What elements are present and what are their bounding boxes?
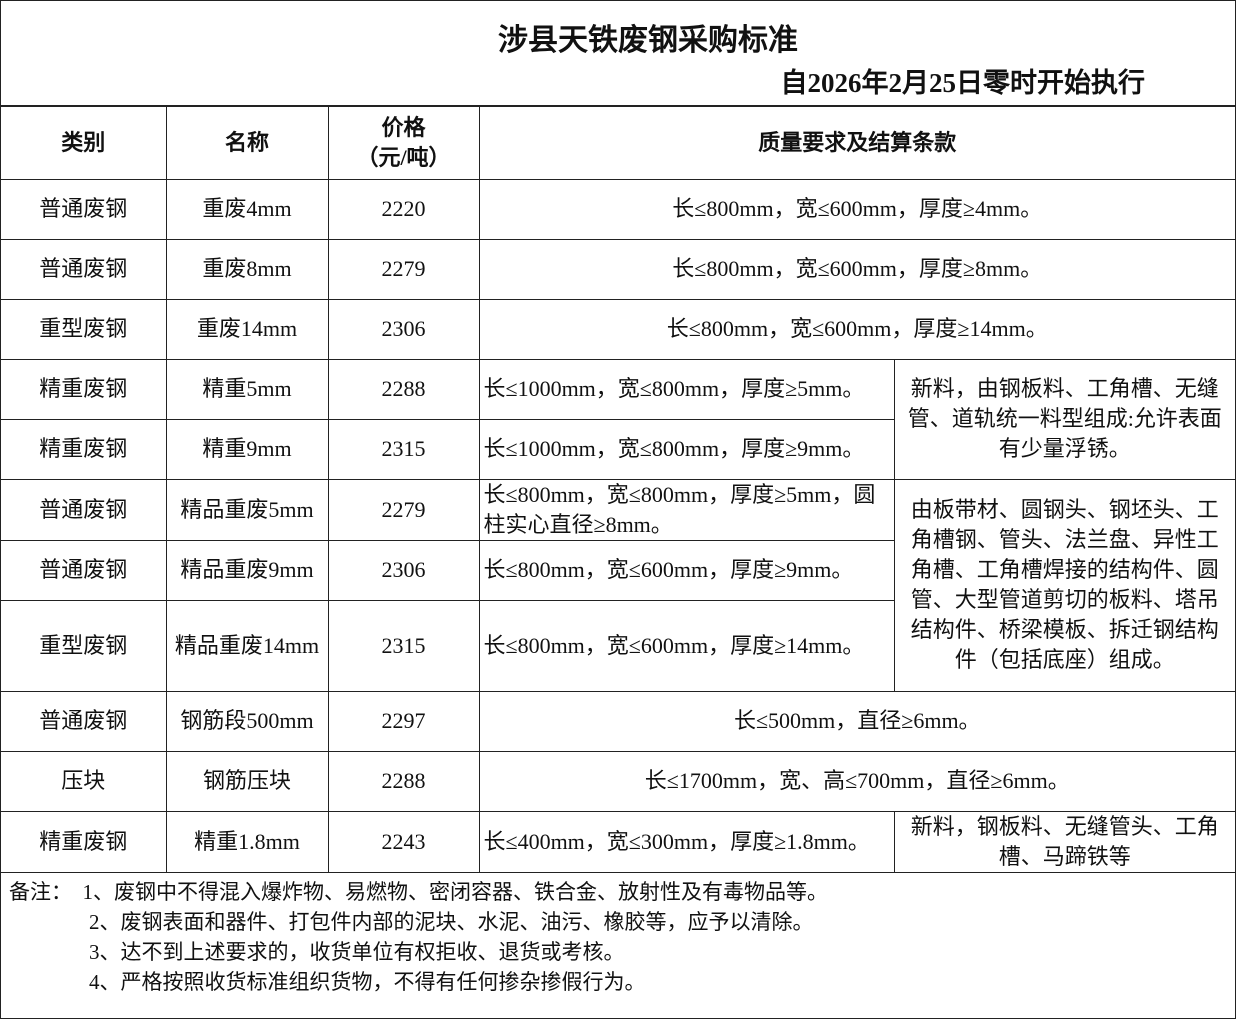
remark-item: 3、达不到上述要求的，收货单位有权拒收、退货或考核。 bbox=[89, 939, 625, 964]
price-cell: 2279 bbox=[327, 239, 480, 300]
name-cell: 精品重废14mm bbox=[165, 600, 329, 692]
header-name: 名称 bbox=[165, 107, 329, 180]
table-row: 重型废钢 精品重废14mm 2315 长≤800mm，宽≤600mm，厚度≥14… bbox=[1, 600, 1235, 692]
name-cell: 精品重废5mm bbox=[165, 479, 329, 541]
price-cell: 2243 bbox=[327, 811, 480, 873]
document-header: 涉县天铁废钢采购标准 自2026年2月25日零时开始执行 bbox=[1, 1, 1235, 107]
name-cell: 钢筋压块 bbox=[165, 751, 329, 812]
table-row: 重型废钢 重废14mm 2306 长≤800mm，宽≤600mm，厚度≥14mm… bbox=[1, 299, 1236, 360]
category-cell: 普通废钢 bbox=[1, 540, 167, 601]
price-cell: 2220 bbox=[327, 179, 480, 240]
category-cell: 普通废钢 bbox=[1, 239, 167, 300]
name-cell: 钢筋段500mm bbox=[165, 691, 329, 752]
table-row: 普通废钢 钢筋段500mm 2297 长≤500mm，直径≥6mm。 bbox=[1, 691, 1236, 752]
spec-cell: 长≤800mm，宽≤800mm，厚度≥5mm，圆柱实心直径≥8mm。 bbox=[478, 479, 895, 541]
price-cell: 2315 bbox=[327, 600, 480, 692]
spec-cell: 长≤1000mm，宽≤800mm，厚度≥5mm。 bbox=[478, 359, 895, 420]
name-cell: 重废8mm bbox=[165, 239, 329, 300]
spec-cell: 长≤800mm，宽≤600mm，厚度≥4mm。 bbox=[478, 179, 1236, 240]
category-cell: 重型废钢 bbox=[1, 299, 167, 360]
header-category: 类别 bbox=[1, 107, 167, 180]
table-row: 普通废钢 重废8mm 2279 长≤800mm，宽≤600mm，厚度≥8mm。 bbox=[1, 239, 1236, 300]
spec-cell: 长≤800mm，宽≤600mm，厚度≥14mm。 bbox=[478, 299, 1236, 360]
remark-item: 2、废钢表面和器件、打包件内部的泥块、水泥、油污、橡胶等，应予以清除。 bbox=[89, 909, 814, 934]
effective-date: 自2026年2月25日零时开始执行 bbox=[780, 68, 1146, 98]
remarks-label: 备注： bbox=[9, 879, 72, 904]
category-cell: 普通废钢 bbox=[1, 179, 167, 240]
price-cell: 2315 bbox=[327, 419, 480, 480]
header-price-line1: 价格 bbox=[381, 114, 426, 140]
price-cell: 2306 bbox=[327, 540, 480, 601]
table-row: 压块 钢筋压块 2288 长≤1700mm，宽、高≤700mm，直径≥6mm。 bbox=[1, 751, 1236, 812]
remark-item: 1、废钢中不得混入爆炸物、易燃物、密闭容器、铁合金、放射性及有毒物品等。 bbox=[82, 879, 829, 904]
spec-cell: 长≤1000mm，宽≤800mm，厚度≥9mm。 bbox=[478, 419, 894, 480]
price-cell: 2306 bbox=[327, 299, 480, 360]
remark-line: 备注： 1、废钢中不得混入爆炸物、易燃物、密闭容器、铁合金、放射性及有毒物品等。 bbox=[9, 877, 1227, 907]
price-cell: 2279 bbox=[327, 479, 480, 541]
table-row: 精重废钢 精重9mm 2315 长≤1000mm，宽≤800mm，厚度≥9mm。 bbox=[1, 419, 1235, 480]
table-header: 类别 名称 价格 （元/吨） 质量要求及结算条款 bbox=[1, 107, 1236, 180]
name-cell: 精重9mm bbox=[165, 419, 329, 480]
document-title: 涉县天铁废钢采购标准 bbox=[498, 24, 798, 57]
name-cell: 精品重废9mm bbox=[165, 540, 329, 601]
table-row: 普通废钢 精品重废5mm 2279 长≤800mm，宽≤800mm，厚度≥5mm… bbox=[1, 479, 1236, 692]
category-cell: 压块 bbox=[1, 751, 167, 812]
category-cell: 精重废钢 bbox=[1, 359, 167, 420]
table-row: 普通废钢 重废4mm 2220 长≤800mm，宽≤600mm，厚度≥4mm。 bbox=[1, 179, 1236, 240]
spec-cell: 长≤800mm，宽≤600mm，厚度≥9mm。 bbox=[478, 540, 894, 601]
name-cell: 重废4mm bbox=[165, 179, 329, 240]
category-cell: 重型废钢 bbox=[1, 600, 167, 692]
price-cell: 2288 bbox=[327, 359, 480, 420]
spec-cell: 长≤1700mm，宽、高≤700mm，直径≥6mm。 bbox=[478, 751, 1236, 812]
category-cell: 精重废钢 bbox=[1, 419, 167, 480]
price-cell: 2297 bbox=[327, 691, 480, 752]
remark-item: 4、严格按照收货标准组织货物，不得有任何掺杂掺假行为。 bbox=[89, 969, 646, 994]
table-row: 精重废钢 精重1.8mm 2243 长≤400mm，宽≤300mm，厚度≥1.8… bbox=[1, 811, 1236, 873]
name-cell: 重废14mm bbox=[165, 299, 329, 360]
price-table: 类别 名称 价格 （元/吨） 质量要求及结算条款 普通废钢 重废4mm 2220 … bbox=[1, 107, 1236, 873]
name-cell: 精重1.8mm bbox=[165, 811, 329, 873]
spec-cell: 长≤800mm，宽≤600mm，厚度≥14mm。 bbox=[478, 600, 894, 692]
side-note: 由板带材、圆钢头、钢坯头、工角槽钢、管头、法兰盘、异性工角槽、工角槽焊接的结构件… bbox=[893, 479, 1236, 692]
table-row: 普通废钢 精品重废9mm 2306 长≤800mm，宽≤600mm，厚度≥9mm… bbox=[1, 540, 1235, 601]
spec-cell: 长≤500mm，直径≥6mm。 bbox=[478, 691, 1236, 752]
category-cell: 精重废钢 bbox=[1, 811, 167, 873]
spec-cell: 长≤800mm，宽≤600mm，厚度≥8mm。 bbox=[478, 239, 1236, 300]
category-cell: 普通废钢 bbox=[1, 479, 167, 541]
header-quality: 质量要求及结算条款 bbox=[478, 107, 1236, 180]
header-price: 价格 （元/吨） bbox=[327, 107, 480, 180]
spec-cell: 长≤400mm，宽≤300mm，厚度≥1.8mm。 bbox=[478, 811, 895, 873]
header-price-unit: （元/吨） bbox=[356, 144, 451, 170]
table-row: 精重废钢 精重5mm 2288 长≤1000mm，宽≤800mm，厚度≥5mm。… bbox=[1, 359, 1236, 480]
category-cell: 普通废钢 bbox=[1, 691, 167, 752]
name-cell: 精重5mm bbox=[165, 359, 329, 420]
side-note: 新料，由钢板料、工角槽、无缝管、道轨统一料型组成:允许表面有少量浮锈。 bbox=[893, 359, 1236, 480]
price-cell: 2288 bbox=[327, 751, 480, 812]
remarks: 备注： 1、废钢中不得混入爆炸物、易燃物、密闭容器、铁合金、放射性及有毒物品等。… bbox=[1, 873, 1235, 1001]
side-note: 新料，钢板料、无缝管头、工角槽、马蹄铁等 bbox=[893, 811, 1236, 873]
